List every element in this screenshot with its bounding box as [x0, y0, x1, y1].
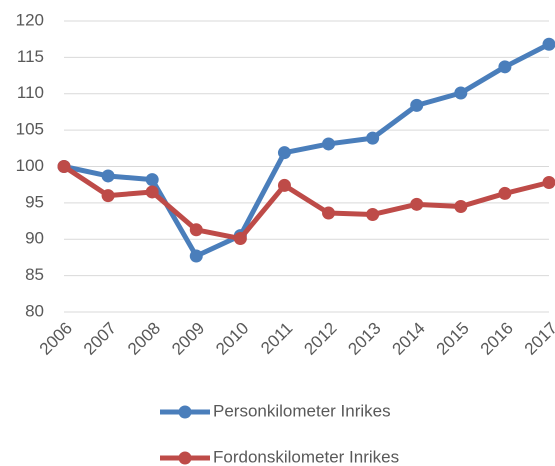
x-tick-label: 2007: [80, 319, 120, 359]
y-tick-label: 110: [17, 83, 44, 102]
point-marker: [542, 176, 555, 190]
legend-label: Personkilometer Inrikes: [213, 401, 391, 420]
y-tick-label: 105: [16, 120, 44, 139]
point-marker: [277, 146, 291, 160]
x-tick-label: 2006: [36, 319, 76, 359]
x-tick-label: 2009: [168, 319, 208, 359]
x-tick-label: 2014: [389, 319, 429, 359]
x-tick-label: 2017: [521, 319, 555, 359]
x-tick-label: 2016: [477, 319, 517, 359]
legend-label: Fordonskilometer Inrikes: [213, 447, 399, 466]
x-tick-label: 2013: [344, 319, 384, 359]
point-marker: [277, 178, 291, 192]
y-tick-label: 85: [25, 265, 44, 284]
x-tick-label: 2015: [433, 319, 473, 359]
point-marker: [410, 197, 424, 211]
point-marker: [366, 208, 380, 222]
y-tick-label: 120: [16, 10, 44, 29]
x-tick-label: 2008: [124, 319, 164, 359]
series-line: [62, 164, 550, 242]
point-marker: [498, 60, 512, 74]
point-marker: [189, 223, 203, 237]
x-tick-label: 2011: [257, 319, 296, 358]
point-marker: [322, 206, 336, 220]
point-marker: [454, 200, 468, 214]
y-tick-label: 95: [25, 192, 44, 211]
point-marker: [233, 232, 247, 246]
point-marker: [322, 137, 336, 151]
point-marker: [189, 249, 203, 263]
point-marker: [454, 86, 468, 100]
y-tick-label: 90: [25, 229, 44, 248]
legend-marker: [178, 405, 192, 419]
point-marker: [366, 131, 380, 145]
x-tick-label: 2012: [300, 319, 340, 359]
point-marker: [542, 37, 555, 51]
point-marker: [57, 160, 71, 173]
point-marker: [145, 185, 159, 199]
point-marker: [145, 173, 159, 187]
x-tick-label: 2010: [212, 319, 252, 359]
y-tick-label: 100: [16, 156, 44, 175]
legend-marker: [178, 451, 192, 465]
point-marker: [101, 169, 115, 183]
series-line: [63, 42, 551, 259]
y-tick-label: 80: [25, 301, 44, 320]
point-marker: [101, 189, 115, 203]
y-tick-label: 115: [17, 47, 44, 66]
point-marker: [498, 186, 512, 200]
point-marker: [410, 98, 424, 112]
